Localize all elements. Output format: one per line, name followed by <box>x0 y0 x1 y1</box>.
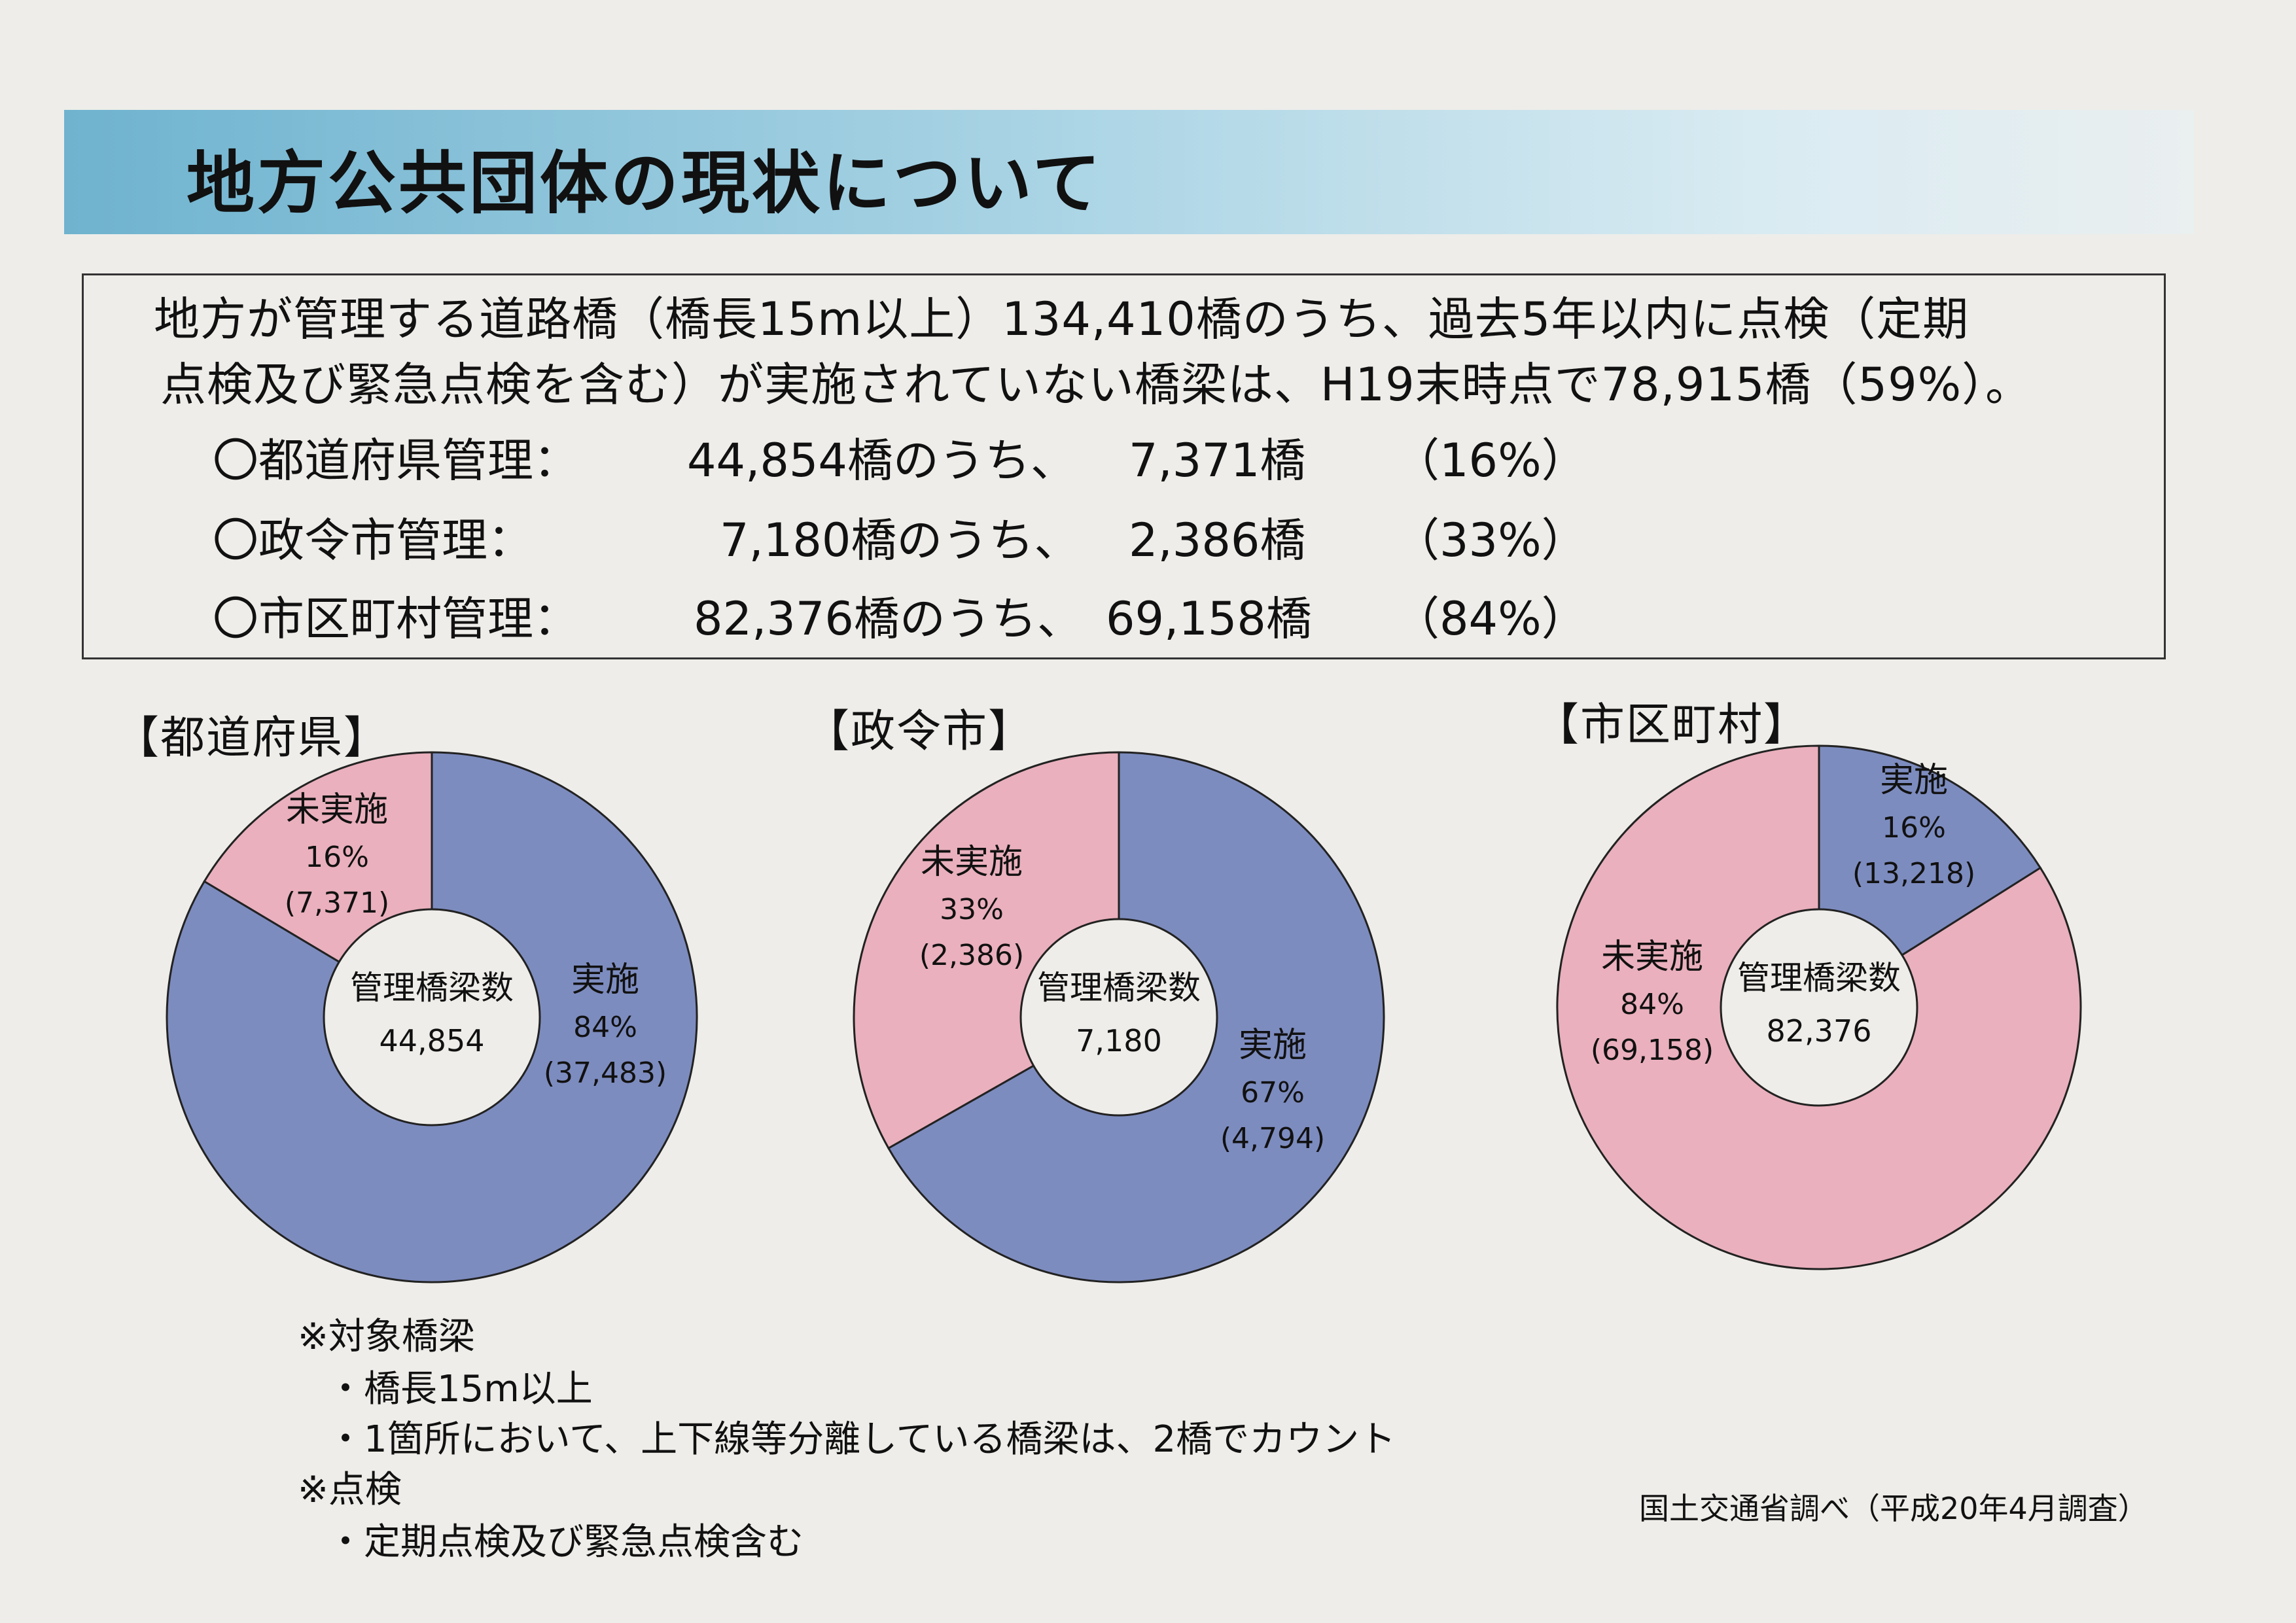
chart-title-prefecture: 【都道府県】 <box>115 712 390 764</box>
note-inspection-scope: ・定期点検及び緊急点検含む <box>327 1521 804 1563</box>
slice-percent-1-1: 67% <box>1241 1076 1305 1109</box>
title-band <box>64 110 2194 234</box>
row-count-prefecture: 7,371橋 <box>1129 434 1306 487</box>
summary-line-2: 点検及び緊急点検を含む）が実施されていない橋梁は、H19末時点で78,915橋（… <box>160 358 2032 411</box>
chart-title-municipality: 【市区町村】 <box>1534 699 1810 751</box>
note-target-header: ※対象橋梁 <box>298 1316 475 1358</box>
row-total-municipality: 82,376橋のうち、 <box>694 592 1083 646</box>
slice-count-1-1: (4,794) <box>1220 1122 1325 1155</box>
slice-count-0-1: (37,483) <box>544 1056 667 1090</box>
center-value-1: 7,180 <box>1076 1023 1162 1058</box>
slice-percent-2-0: 16% <box>1882 811 1946 845</box>
note-inspection-header: ※点検 <box>298 1469 402 1511</box>
row-label-municipality: 〇市区町村管理： <box>213 592 579 646</box>
row-count-municipality: 69,158橋 <box>1106 592 1312 646</box>
slice-count-0-0: (7,371) <box>285 886 389 920</box>
row-total-designated-city: 7,180橋のうち、 <box>720 514 1080 567</box>
summary-box <box>82 273 2166 659</box>
center-label-1: 管理橋梁数 <box>1037 969 1201 1007</box>
slice-percent-1-0: 33% <box>940 893 1004 926</box>
chart-title-designated-city: 【政令市】 <box>805 706 1034 758</box>
slice-label-2-0: 実施 <box>1880 761 1948 800</box>
slice-count-2-0: (13,218) <box>1852 857 1975 890</box>
donut-hole-1 <box>1019 918 1218 1117</box>
slice-percent-0-0: 16% <box>305 841 369 874</box>
summary-line-1: 地方が管理する道路橋（橋長15m以上）134,410橋のうち、過去5年以内に点検… <box>154 292 1969 346</box>
slice-percent-2-1: 84% <box>1620 988 1684 1021</box>
slice-label-1-1: 実施 <box>1239 1026 1307 1065</box>
note-split-count: ・1箇所において、上下線等分離している橋梁は、2橋でカウント <box>327 1418 1396 1461</box>
donut-hole-2 <box>1720 908 1918 1107</box>
page-title: 地方公共団体の現状について <box>186 143 1103 223</box>
row-total-prefecture: 44,854橋のうち、 <box>687 434 1076 487</box>
row-pct-municipality: （84%） <box>1394 592 1587 646</box>
row-count-designated-city: 2,386橋 <box>1129 514 1306 567</box>
center-label-2: 管理橋梁数 <box>1737 959 1901 997</box>
slice-label-1-0: 未実施 <box>921 843 1023 882</box>
donut-hole-0 <box>323 908 541 1126</box>
slice-count-2-1: (69,158) <box>1591 1034 1714 1067</box>
slice-label-0-0: 未実施 <box>286 790 388 829</box>
slice-percent-0-1: 84% <box>573 1011 637 1044</box>
row-pct-designated-city: （33%） <box>1394 514 1587 567</box>
slice-label-2-1: 未実施 <box>1601 937 1703 977</box>
source-note: 国土交通省調べ（平成20年4月調査） <box>1639 1491 2148 1526</box>
slice-count-1-0: (2,386) <box>919 939 1024 972</box>
center-label-0: 管理橋梁数 <box>350 969 514 1007</box>
row-label-prefecture: 〇都道府県管理： <box>213 434 579 487</box>
slice-label-0-1: 実施 <box>571 960 639 1000</box>
center-value-0: 44,854 <box>380 1023 485 1058</box>
center-value-2: 82,376 <box>1767 1013 1872 1049</box>
note-span-length: ・橋長15m以上 <box>327 1368 593 1410</box>
row-pct-prefecture: （16%） <box>1394 434 1587 487</box>
row-label-designated-city: 〇政令市管理： <box>213 514 533 567</box>
